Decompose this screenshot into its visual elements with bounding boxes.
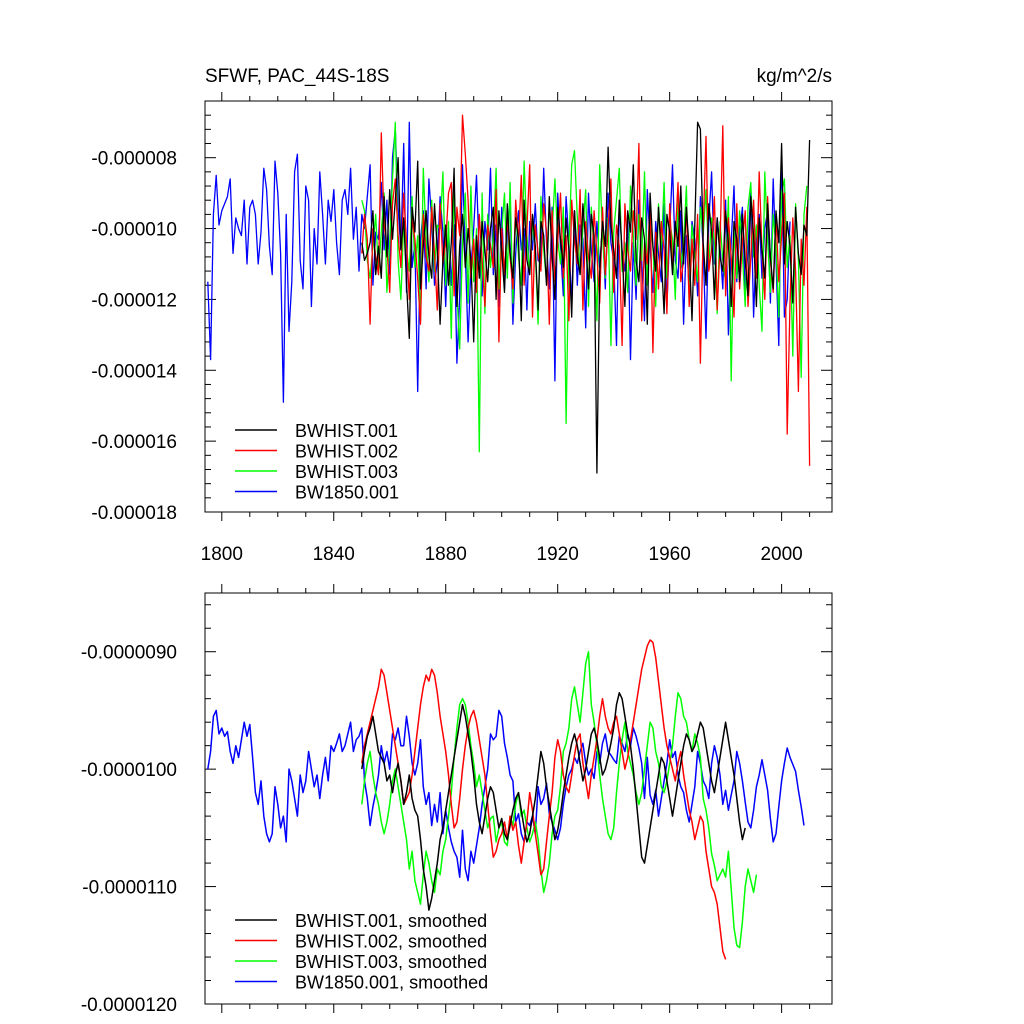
legend-label: BWHIST.002	[295, 442, 398, 462]
series-line-bwhist-002-smoothed	[361, 639, 727, 960]
x-tick-label: 1800	[201, 544, 243, 565]
chart-units: kg/m^2/s	[757, 66, 832, 87]
x-tick-label: 1840	[313, 544, 355, 565]
y-tick-label: -0.0000100	[81, 760, 177, 781]
series-line-bwhist-003	[361, 121, 808, 453]
legend-label: BWHIST.001, smoothed	[295, 911, 487, 931]
plot-frame	[204, 100, 833, 513]
legend-label: BWHIST.001	[295, 421, 398, 441]
x-tick-label: 1880	[425, 544, 467, 565]
y-tick-label: -0.000014	[91, 361, 177, 382]
y-tick-label: -0.0000120	[81, 995, 177, 1016]
series-line-bw1850-001-smoothed	[207, 709, 805, 882]
legend-label: BWHIST.002, smoothed	[295, 932, 487, 952]
series-line-bwhist-002	[361, 114, 811, 466]
y-tick-label: -0.000012	[91, 290, 177, 311]
y-tick-label: -0.000010	[91, 220, 177, 241]
top-panel: 1800 1840 1880 1920 1960 2000 -0.000018 -0.0000…	[91, 66, 833, 565]
x-tick-label: 1920	[537, 544, 579, 565]
y-tick-label: -0.000018	[91, 503, 177, 524]
series-line-bwhist-001-smoothed	[361, 692, 746, 911]
series-group	[207, 639, 805, 960]
series-line-bwhist-001	[361, 121, 811, 474]
plot-frame	[204, 592, 833, 1005]
x-tick-label: 2000	[760, 544, 802, 565]
y-tick-label: -0.0000110	[82, 878, 177, 899]
legend-label: BWHIST.003, smoothed	[295, 952, 487, 972]
legend-label: BW1850.001	[295, 483, 399, 503]
x-tick-label: 1960	[649, 544, 691, 565]
legend-label: BW1850.001, smoothed	[295, 973, 488, 993]
chart-title: SFWF, PAC_44S-18S	[205, 66, 389, 87]
y-tick-label: -0.000008	[91, 149, 177, 170]
bottom-panel: -0.0000120 -0.0000110 -0.0000100 -0.0000090…	[81, 584, 833, 1016]
series-group	[207, 114, 811, 474]
y-tick-label: -0.0000090	[81, 643, 177, 664]
legend-label: BWHIST.003	[295, 462, 398, 482]
series-line-bw1850-001	[207, 121, 791, 403]
series-line-bwhist-003-smoothed	[361, 650, 758, 949]
y-tick-label: -0.000016	[91, 432, 177, 453]
